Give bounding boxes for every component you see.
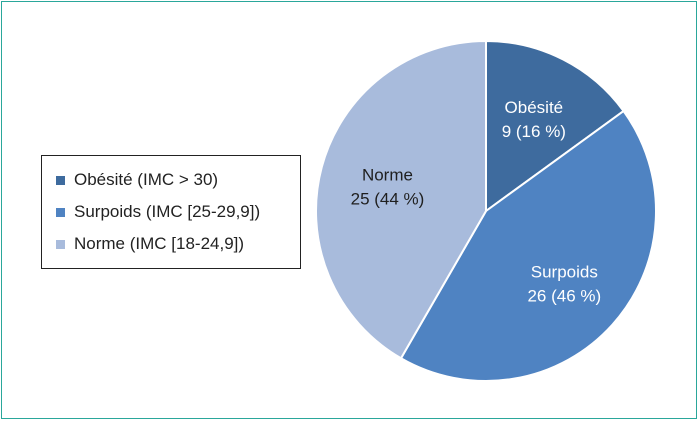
legend-label-norme: Norme (IMC [18-24,9]) bbox=[74, 234, 245, 253]
pie-slice-norme bbox=[315, 39, 487, 360]
legend-swatch-surpoids bbox=[56, 207, 65, 217]
slice-name-norme: Norme bbox=[362, 166, 413, 185]
legend-swatch-obesite bbox=[56, 175, 65, 185]
legend-swatch-norme bbox=[56, 239, 65, 249]
slice-value-surpoids: 26 (46 %) bbox=[527, 287, 601, 306]
pie-slice-obesite bbox=[485, 39, 625, 213]
pie-slice-surpoids bbox=[399, 109, 657, 382]
legend-item-surpoids: Surpoids (IMC [25-29,9]) bbox=[56, 196, 300, 228]
slice-name-obesite: Obésité bbox=[505, 98, 564, 117]
slice-name-surpoids: Surpoids bbox=[531, 263, 598, 282]
slice-value-norme: 25 (44 %) bbox=[351, 190, 425, 209]
legend-label-obesite: Obésité (IMC > 30) bbox=[74, 170, 219, 189]
pie-labels: Obésité 9 (16 %) Surpoids 26 (46 %) Norme 25 … bbox=[351, 98, 602, 305]
pie-slices bbox=[315, 39, 657, 382]
legend-label-surpoids: Surpoids (IMC [25-29,9]) bbox=[74, 202, 261, 221]
legend-item-norme: Norme (IMC [18-24,9]) bbox=[56, 228, 300, 260]
legend-item-obesite: Obésité (IMC > 30) bbox=[56, 164, 300, 196]
legend: Obésité (IMC > 30) Surpoids (IMC [25-29,… bbox=[41, 155, 301, 269]
slice-value-obesite: 9 (16 %) bbox=[502, 122, 566, 141]
